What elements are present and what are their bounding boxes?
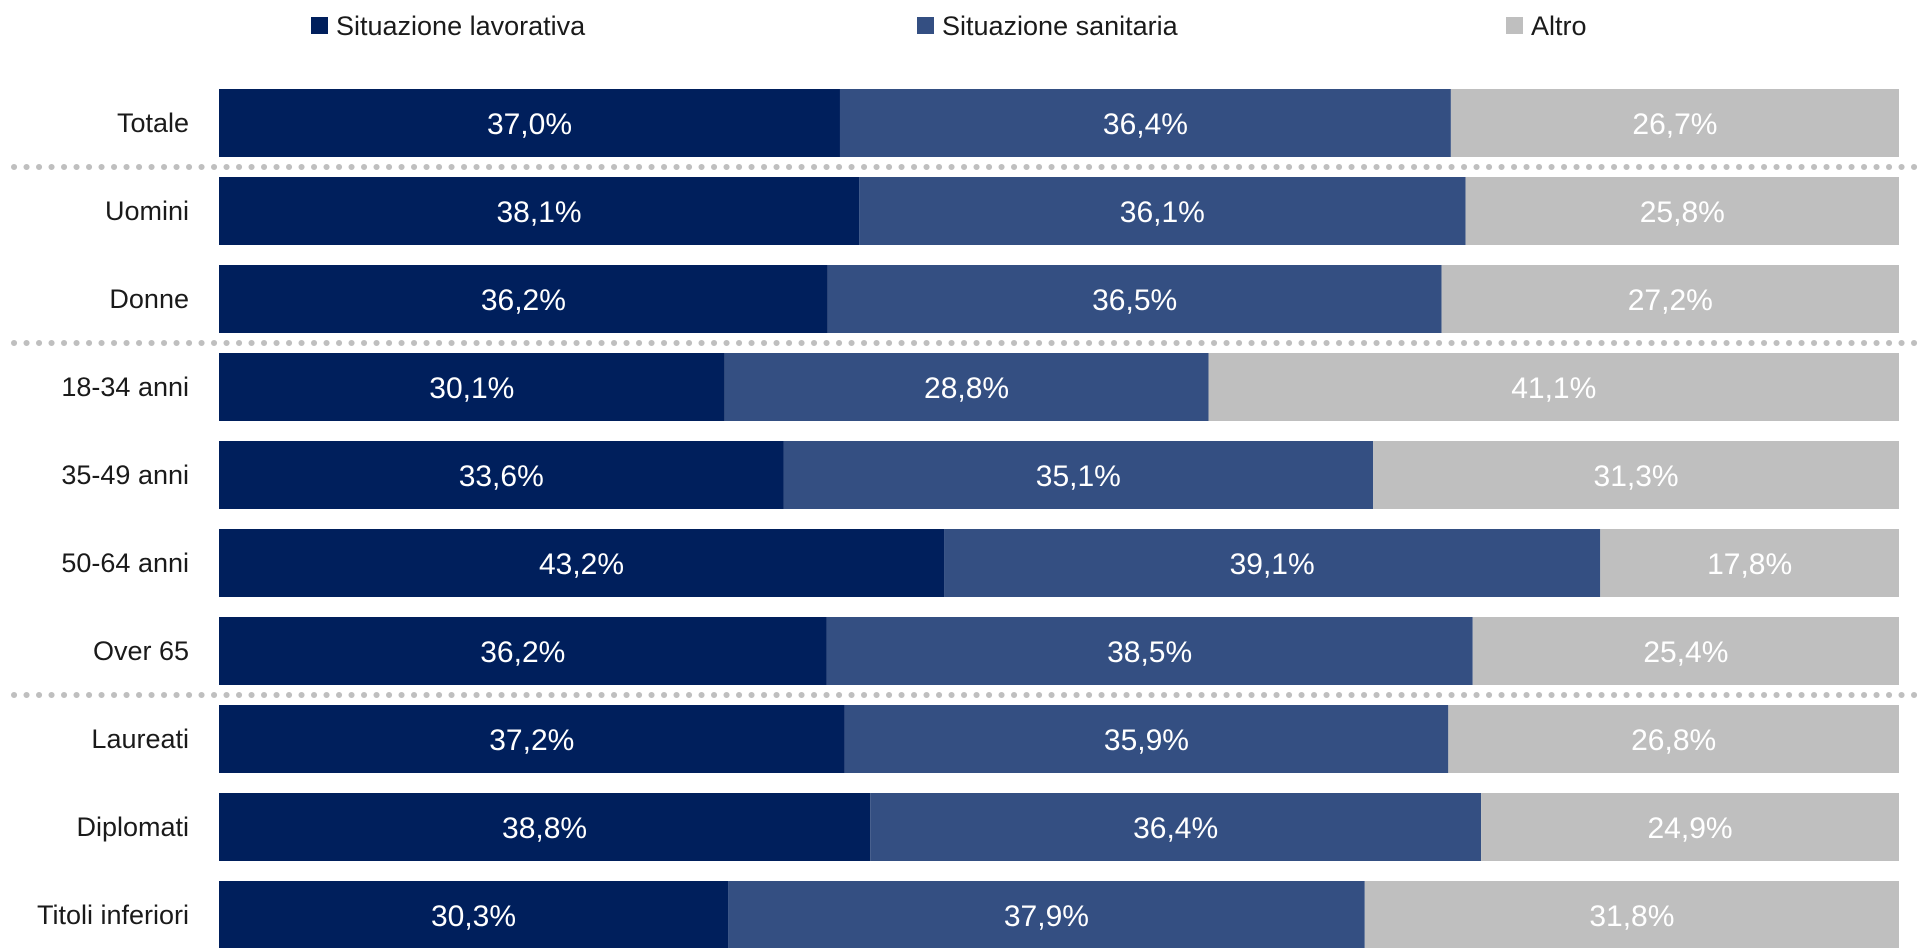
bar-segment-situazione-lavorativa (219, 881, 729, 948)
data-label: 37,9% (1004, 900, 1089, 933)
bar-segment-altro (1465, 177, 1899, 245)
bar-segment-situazione-sanitaria (728, 881, 1365, 948)
category-label: 35-49 anni (61, 460, 189, 490)
data-label: 33,6% (459, 460, 544, 493)
data-label: 43,2% (539, 548, 624, 581)
bar-segment-situazione-lavorativa (219, 353, 725, 421)
data-label: 37,0% (487, 108, 572, 141)
bar-row-titoli-inferiori: Titoli inferiori 30,3% 37,9% 31,8% (37, 881, 1899, 948)
bar-rows: Totale 37,0% 36,4% 26,7% Uomini 38,1% 36,1% 25,… (37, 89, 1899, 948)
bar-segment-situazione-lavorativa (219, 441, 784, 509)
data-label: 30,1% (429, 372, 514, 405)
bar-row-laureati: Laureati 37,2% 35,9% 26,8% (91, 705, 1899, 773)
data-label: 36,4% (1103, 108, 1188, 141)
data-label: 25,8% (1640, 196, 1725, 229)
legend-item-altro: Altro (1506, 11, 1587, 41)
bar-segment-altro (1450, 89, 1899, 157)
bar-segment-situazione-lavorativa (219, 529, 945, 597)
bar-row-35-49-anni: 35-49 anni 33,6% 35,1% 31,3% (61, 441, 1899, 509)
bar-row-50-64-anni: 50-64 anni 43,2% 39,1% 17,8% (61, 529, 1899, 597)
bar-segment-situazione-sanitaria (839, 89, 1451, 157)
bar-segment-situazione-sanitaria (870, 793, 1482, 861)
bar-segment-situazione-sanitaria (783, 441, 1374, 509)
bar-segment-altro (1448, 705, 1899, 773)
legend-swatch (917, 17, 934, 34)
data-label: 31,8% (1589, 900, 1674, 933)
data-label: 36,2% (480, 636, 565, 669)
legend-swatch (1506, 17, 1523, 34)
data-label: 26,7% (1632, 108, 1717, 141)
category-label: Titoli inferiori (37, 900, 189, 930)
data-label: 38,1% (497, 196, 582, 229)
category-label: Over 65 (93, 636, 189, 666)
bar-segment-situazione-lavorativa (219, 705, 845, 773)
category-label: Laureati (91, 724, 189, 754)
data-label: 28,8% (924, 372, 1009, 405)
category-label: Diplomati (76, 812, 189, 842)
data-label: 36,1% (1120, 196, 1205, 229)
data-label: 27,2% (1628, 284, 1713, 317)
bar-row-totale: Totale 37,0% 36,4% 26,7% (117, 89, 1899, 157)
bar-segment-altro (1441, 265, 1899, 333)
bar-segment-altro (1600, 529, 1899, 597)
legend-label: Situazione lavorativa (336, 11, 586, 41)
data-label: 26,8% (1631, 724, 1716, 757)
data-label: 41,1% (1511, 372, 1596, 405)
bar-segment-altro (1472, 617, 1899, 685)
legend-label: Situazione sanitaria (942, 11, 1179, 41)
data-label: 36,4% (1133, 812, 1218, 845)
bar-segment-situazione-sanitaria (827, 265, 1442, 333)
data-label: 36,5% (1092, 284, 1177, 317)
group-separators (11, 164, 1927, 698)
bar-row-diplomati: Diplomati 38,8% 36,4% 24,9% (76, 793, 1899, 861)
legend-item-situazione-sanitaria: Situazione sanitaria (917, 11, 1179, 41)
bar-segment-situazione-lavorativa (219, 617, 827, 685)
bar-segment-situazione-sanitaria (844, 705, 1449, 773)
bar-segment-situazione-lavorativa (219, 89, 840, 157)
legend-label: Altro (1531, 11, 1587, 41)
bar-row-over-65: Over 65 36,2% 38,5% 25,4% (93, 617, 1899, 685)
data-label: 31,3% (1594, 460, 1679, 493)
bar-segment-situazione-sanitaria (724, 353, 1209, 421)
data-label: 36,2% (481, 284, 566, 317)
bar-row-uomini: Uomini 38,1% 36,1% 25,8% (105, 177, 1899, 245)
bar-segment-altro (1373, 441, 1899, 509)
bar-segment-situazione-lavorativa (219, 793, 871, 861)
data-label: 25,4% (1643, 636, 1728, 669)
bar-segment-situazione-lavorativa (219, 265, 828, 333)
data-label: 17,8% (1707, 548, 1792, 581)
category-label: Totale (117, 108, 189, 138)
bar-row-donne: Donne 36,2% 36,5% 27,2% (109, 265, 1899, 333)
category-label: Uomini (105, 196, 189, 226)
data-label: 35,9% (1104, 724, 1189, 757)
data-label: 38,5% (1107, 636, 1192, 669)
bar-segment-altro (1208, 353, 1899, 421)
bar-segment-altro (1364, 881, 1899, 948)
data-label: 39,1% (1230, 548, 1315, 581)
data-label: 30,3% (431, 900, 516, 933)
category-label: 18-34 anni (61, 372, 189, 402)
bar-segment-situazione-sanitaria (826, 617, 1473, 685)
bar-segment-situazione-sanitaria (944, 529, 1601, 597)
data-label: 35,1% (1036, 460, 1121, 493)
legend-swatch (311, 17, 328, 34)
category-label: Donne (109, 284, 189, 314)
bar-segment-altro (1481, 793, 1899, 861)
data-label: 38,8% (502, 812, 587, 845)
bar-segment-situazione-sanitaria (859, 177, 1466, 245)
bar-segment-situazione-lavorativa (219, 177, 860, 245)
data-label: 37,2% (489, 724, 574, 757)
bar-row-18-34-anni: 18-34 anni 30,1% 28,8% 41,1% (61, 353, 1899, 421)
category-label: 50-64 anni (61, 548, 189, 578)
data-label: 24,9% (1648, 812, 1733, 845)
chart-legend: Situazione lavorativa Situazione sanitari… (311, 11, 1587, 41)
legend-item-situazione-lavorativa: Situazione lavorativa (311, 11, 586, 41)
